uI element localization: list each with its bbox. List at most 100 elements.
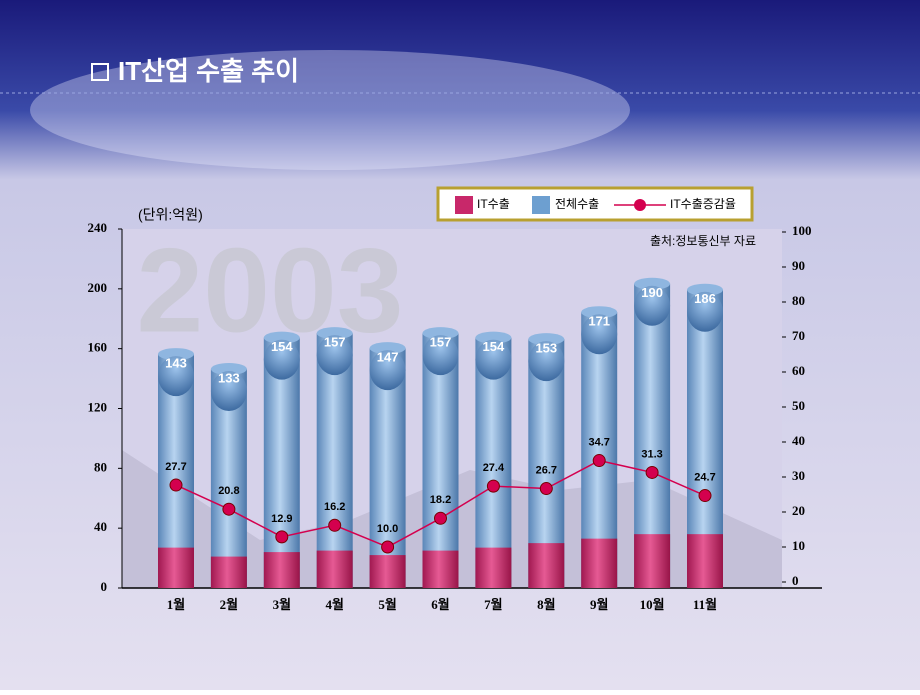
y2-tick-label: 60 — [792, 363, 805, 378]
value-label: 154 — [271, 339, 293, 354]
rate-point — [328, 518, 342, 532]
y2-tick-label: 0 — [792, 573, 799, 588]
legend-label: IT수출증감율 — [670, 197, 736, 211]
it-bar — [634, 534, 671, 588]
bar-cap — [263, 331, 300, 344]
label-badge — [158, 356, 194, 397]
rate-label: 27.7 — [165, 461, 186, 473]
rate-label: 34.7 — [588, 436, 609, 448]
value-label: 153 — [535, 341, 557, 356]
value-label: 143 — [165, 356, 187, 371]
y-tick-label: 120 — [88, 399, 108, 414]
legend-label: 전체수출 — [555, 197, 599, 211]
rate-label: 18.2 — [430, 494, 451, 506]
rate-point — [222, 502, 236, 516]
rate-label: 24.7 — [694, 471, 715, 483]
legend-swatch — [455, 196, 473, 214]
it-bar — [687, 534, 723, 588]
x-tick-label: 3월 — [273, 597, 291, 612]
legend-swatch — [532, 196, 550, 214]
bar-cap — [316, 327, 353, 340]
x-tick-label: 8월 — [537, 597, 555, 612]
y-tick-label: 40 — [94, 519, 107, 534]
source-note: 출처:정보통신부 자료 — [650, 234, 756, 248]
x-tick-label: 9월 — [590, 597, 608, 612]
label-badge — [687, 291, 723, 332]
value-label: 154 — [483, 339, 505, 354]
bar-cap — [369, 342, 406, 355]
bar-cap — [687, 283, 723, 296]
rate-point — [486, 479, 500, 493]
it-bar — [263, 552, 300, 588]
rate-point — [592, 454, 606, 468]
value-label: 171 — [588, 314, 610, 329]
y2-tick-label: 70 — [792, 328, 805, 343]
y2-tick-label: 100 — [792, 223, 812, 238]
label-badge — [475, 339, 512, 380]
it-bar — [581, 538, 618, 588]
it-bar — [316, 550, 353, 588]
bar-cap — [475, 331, 512, 344]
rate-point — [434, 511, 447, 525]
bar-cap — [422, 327, 459, 340]
value-label: 157 — [324, 335, 346, 350]
y-tick-label: 160 — [88, 340, 108, 355]
label-badge — [210, 371, 247, 412]
label-badge — [316, 335, 353, 376]
title-bullet — [91, 63, 109, 81]
it-bar — [422, 550, 459, 588]
label-badge — [369, 350, 406, 391]
label-badge — [263, 339, 300, 380]
x-tick-label: 6월 — [431, 597, 449, 612]
glow — [30, 50, 630, 170]
label-badge — [422, 335, 459, 376]
chart-title: IT산업 수출 추이 — [118, 56, 299, 86]
rate-point — [275, 530, 289, 544]
y2-tick-label: 80 — [792, 293, 805, 308]
x-tick-label: 7월 — [484, 597, 502, 612]
y-tick-label: 0 — [101, 579, 108, 594]
y2-tick-label: 90 — [792, 258, 805, 273]
y2-tick-label: 50 — [792, 398, 805, 413]
legend — [436, 186, 754, 222]
x-tick-label: 5월 — [378, 597, 396, 612]
value-label: 190 — [641, 285, 663, 300]
value-label: 147 — [377, 350, 399, 365]
rate-point — [381, 540, 395, 554]
y2-tick-label: 10 — [792, 538, 805, 553]
x-tick-label: 10월 — [640, 597, 665, 612]
y2-tick-label: 40 — [792, 433, 805, 448]
rate-point — [645, 465, 659, 479]
rate-point — [539, 482, 553, 496]
x-tick-label: 11월 — [693, 597, 717, 612]
rate-label: 12.9 — [271, 513, 292, 525]
x-tick-label: 2월 — [220, 597, 238, 612]
rate-point — [169, 478, 183, 492]
y-tick-label: 240 — [88, 220, 108, 235]
label-badge — [581, 314, 618, 355]
bar-cap — [581, 306, 618, 319]
value-label: 157 — [430, 335, 452, 350]
rate-point — [698, 489, 712, 503]
value-label: 133 — [218, 370, 240, 385]
rate-label: 31.3 — [641, 448, 662, 460]
y-tick-label: 200 — [88, 280, 108, 295]
x-tick-label: 1월 — [167, 597, 185, 612]
rate-label: 26.7 — [536, 464, 557, 476]
unit-label: (단위:억원) — [138, 207, 203, 223]
rate-label: 20.8 — [218, 485, 239, 497]
it-bar — [158, 547, 194, 588]
it-bar — [475, 547, 512, 588]
bar-cap — [634, 277, 671, 290]
x-tick-label: 4월 — [325, 597, 343, 612]
rate-label: 27.4 — [483, 462, 505, 474]
it-bar — [210, 556, 247, 588]
total-bar — [422, 333, 459, 588]
bar-cap — [210, 363, 247, 376]
legend-marker — [634, 199, 646, 211]
bar-cap — [158, 348, 194, 361]
label-badge — [634, 285, 671, 326]
rate-label: 16.2 — [324, 501, 345, 513]
bar-cap — [528, 333, 565, 346]
y2-tick-label: 30 — [792, 468, 805, 483]
